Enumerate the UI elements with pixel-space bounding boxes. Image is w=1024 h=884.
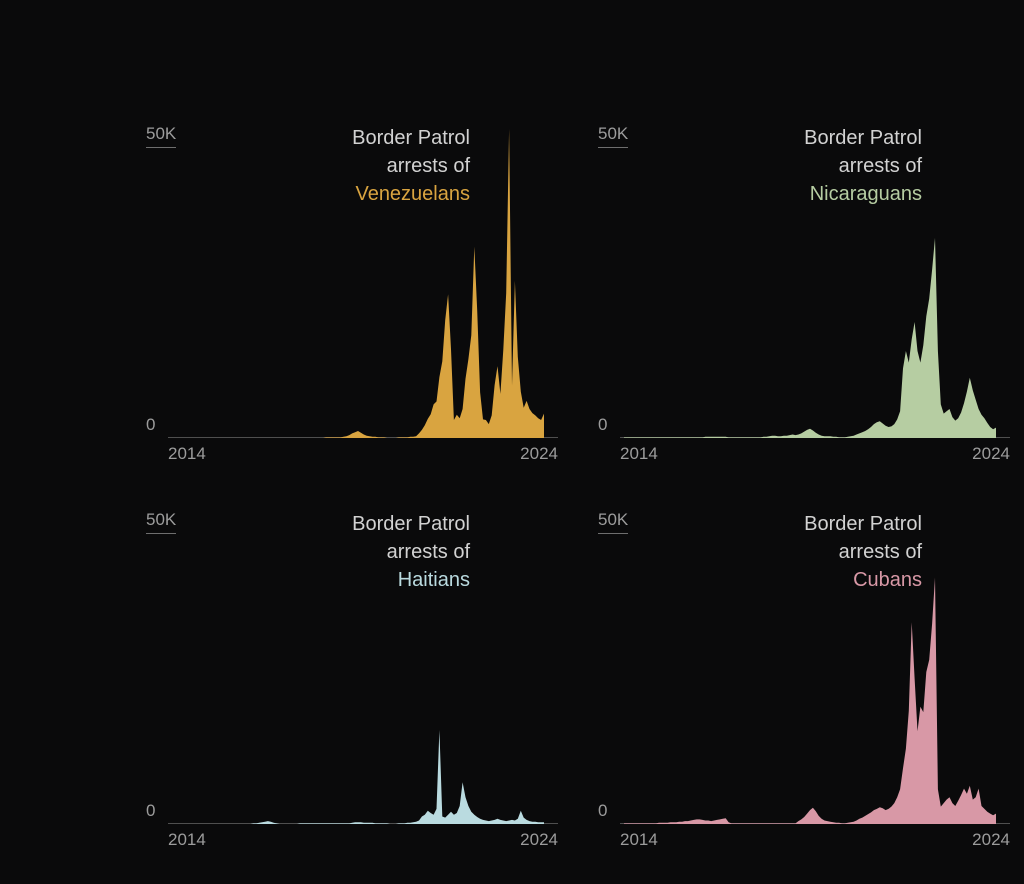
- x-axis-start-label: 2014: [168, 830, 206, 849]
- chart-title-line-2: arrests of: [386, 541, 470, 563]
- chart-panel-cubans: 50K 0 Border Patrol arrests of Cubans 20…: [598, 506, 1010, 854]
- chart-title-line-1: Border Patrol: [352, 127, 470, 149]
- y-axis-label-zero: 0: [146, 415, 156, 434]
- x-axis-end-label: 2024: [972, 830, 1010, 849]
- chart-title-line-1: Border Patrol: [804, 127, 922, 149]
- y-axis-label-zero: 0: [146, 801, 156, 820]
- chart-title-nationality: Venezuelans: [355, 183, 470, 205]
- y-axis-label-50k: 50K: [146, 510, 177, 534]
- x-axis-end-label: 2024: [972, 444, 1010, 463]
- y-axis-label-50k: 50K: [146, 124, 177, 148]
- y-axis-label-50k: 50K: [598, 510, 629, 534]
- chart-title: Border Patrol arrests of Cubans: [804, 510, 922, 594]
- chart-panel-nicaraguans: 50K 0 Border Patrol arrests of Nicaragua…: [598, 120, 1010, 468]
- x-axis-end-label: 2024: [520, 444, 558, 463]
- y-axis-label-50k: 50K: [598, 124, 629, 148]
- small-multiples-grid: 50K 0 Border Patrol arrests of Venezuela…: [146, 120, 1010, 854]
- chart-title-nationality: Nicaraguans: [809, 183, 922, 205]
- x-axis-labels: 2014 2024: [168, 830, 558, 850]
- y-axis-label-zero: 0: [598, 415, 608, 434]
- chart-title: Border Patrol arrests of Venezuelans: [352, 124, 470, 208]
- chart-title: Border Patrol arrests of Haitians: [352, 510, 470, 594]
- y-axis-label-zero: 0: [598, 801, 608, 820]
- area-chart-nicaraguans: [624, 237, 996, 438]
- x-axis-start-label: 2014: [620, 830, 658, 849]
- chart-title-line-1: Border Patrol: [804, 513, 922, 535]
- x-axis-end-label: 2024: [520, 830, 558, 849]
- chart-title-nationality: Cubans: [853, 569, 922, 591]
- x-axis-start-label: 2014: [168, 444, 206, 463]
- area-chart-venezuelans: [172, 128, 544, 438]
- chart-panel-haitians: 50K 0 Border Patrol arrests of Haitians …: [146, 506, 558, 854]
- chart-title-line-2: arrests of: [386, 155, 470, 177]
- x-axis-labels: 2014 2024: [168, 444, 558, 464]
- chart-title-line-2: arrests of: [838, 541, 922, 563]
- chart-title-line-1: Border Patrol: [352, 513, 470, 535]
- chart-title-line-2: arrests of: [838, 155, 922, 177]
- x-axis-labels: 2014 2024: [620, 830, 1010, 850]
- chart-title-nationality: Haitians: [397, 569, 470, 591]
- chart-panel-venezuelans: 50K 0 Border Patrol arrests of Venezuela…: [146, 120, 558, 468]
- x-axis-start-label: 2014: [620, 444, 658, 463]
- chart-title: Border Patrol arrests of Nicaraguans: [804, 124, 922, 208]
- x-axis-labels: 2014 2024: [620, 444, 1010, 464]
